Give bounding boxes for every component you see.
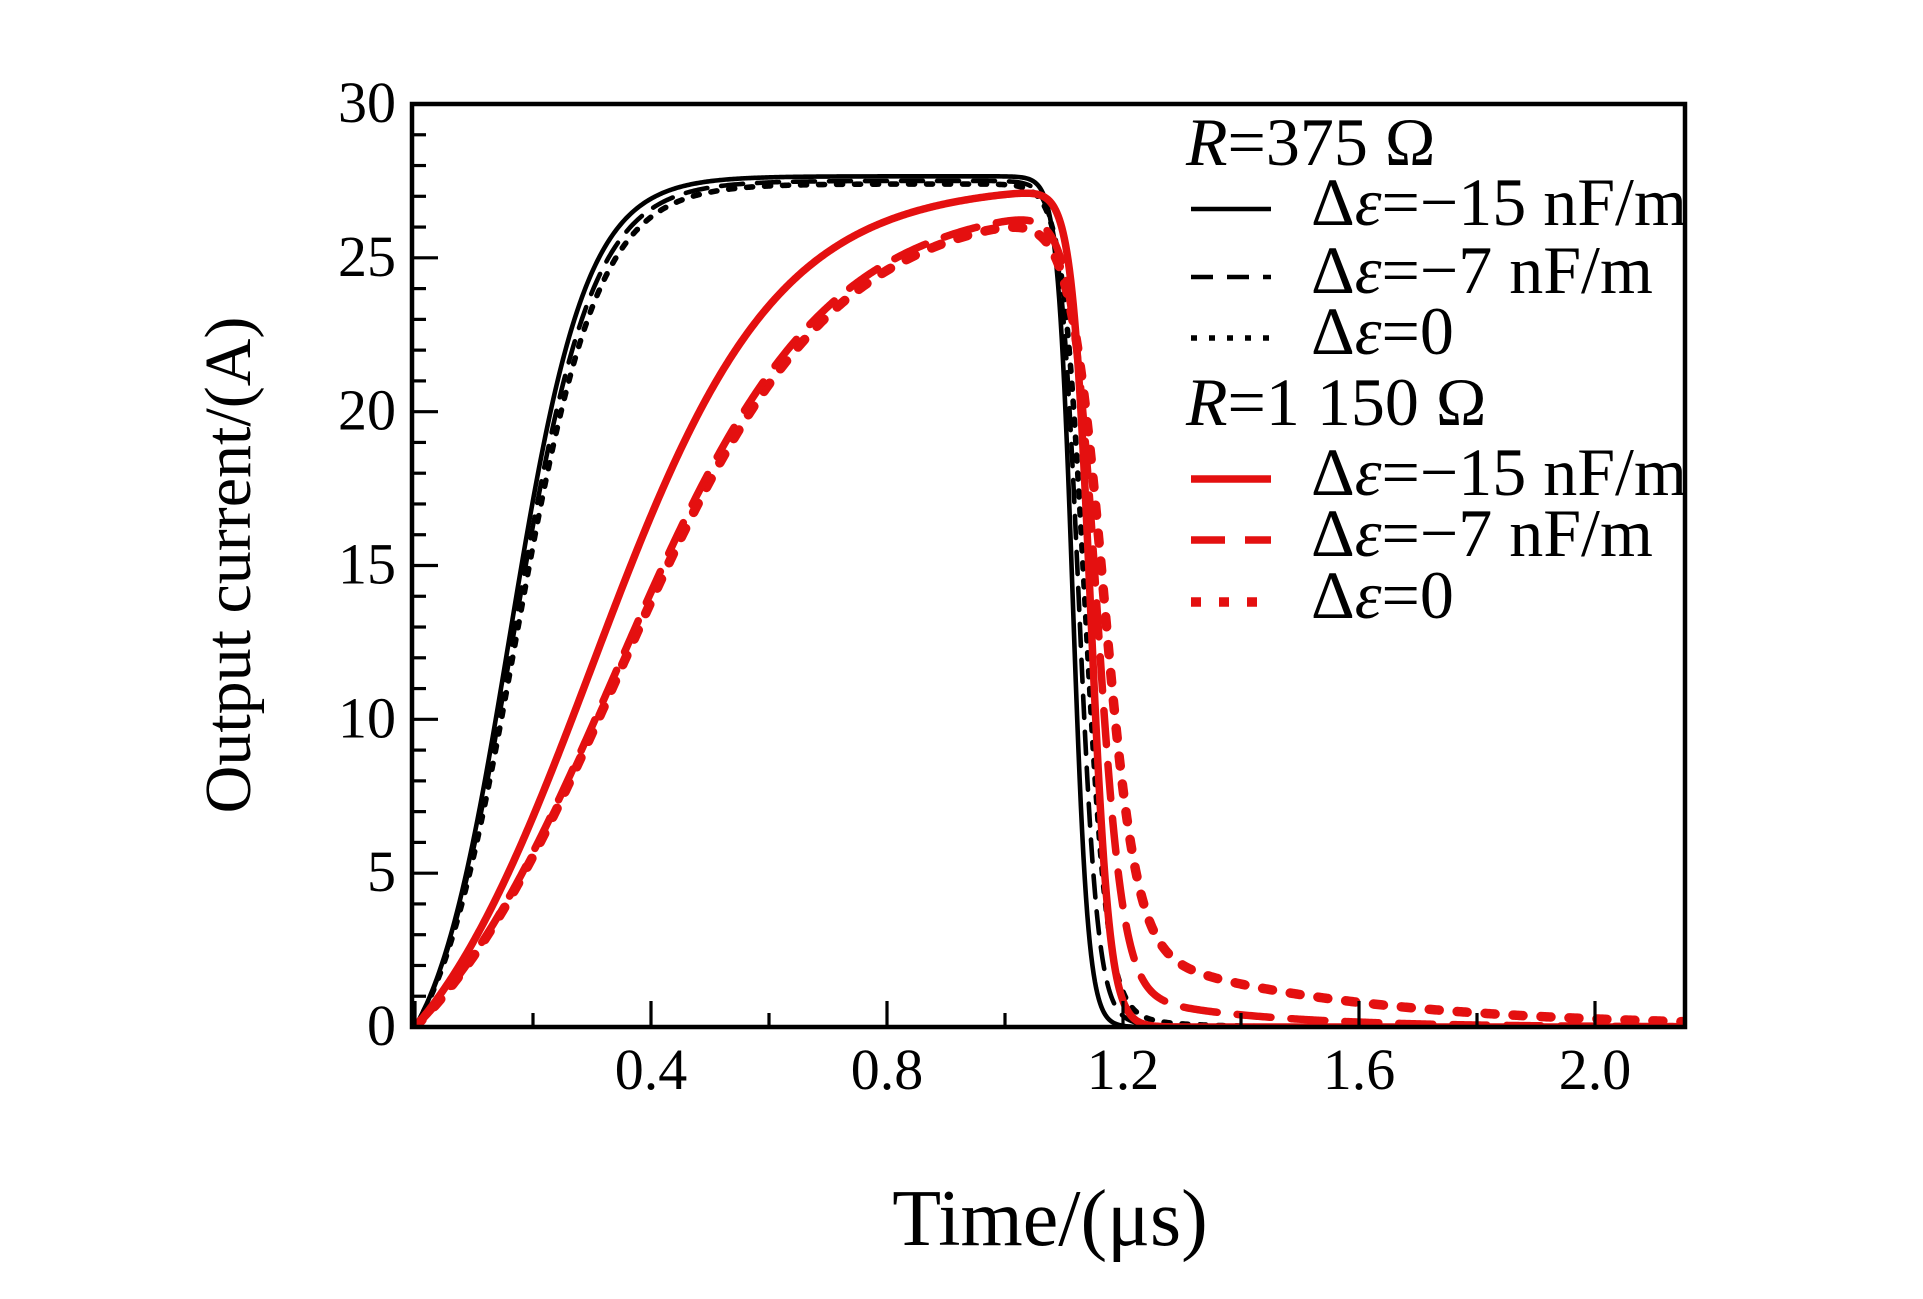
svg-text:2.0: 2.0 bbox=[1559, 1037, 1632, 1102]
svg-text:5: 5 bbox=[367, 839, 396, 904]
svg-text:15: 15 bbox=[338, 532, 396, 597]
svg-text:Output current/(A): Output current/(A) bbox=[192, 317, 265, 814]
svg-text:1.2: 1.2 bbox=[1087, 1037, 1160, 1102]
svg-text:10: 10 bbox=[338, 685, 396, 750]
svg-text:Δε=0: Δε=0 bbox=[1311, 557, 1454, 633]
svg-text:Time/(μs): Time/(μs) bbox=[892, 1175, 1208, 1263]
svg-text:0.8: 0.8 bbox=[851, 1037, 924, 1102]
svg-text:R=1 150 Ω: R=1 150 Ω bbox=[1185, 364, 1486, 440]
svg-text:25: 25 bbox=[338, 224, 396, 289]
svg-text:Δε=−15 nF/m: Δε=−15 nF/m bbox=[1311, 164, 1687, 240]
svg-text:0: 0 bbox=[367, 993, 396, 1058]
svg-text:20: 20 bbox=[338, 378, 396, 443]
svg-text:1.6: 1.6 bbox=[1323, 1037, 1396, 1102]
svg-text:Δε=0: Δε=0 bbox=[1311, 293, 1454, 369]
svg-text:0.4: 0.4 bbox=[615, 1037, 688, 1102]
svg-text:30: 30 bbox=[338, 70, 396, 135]
